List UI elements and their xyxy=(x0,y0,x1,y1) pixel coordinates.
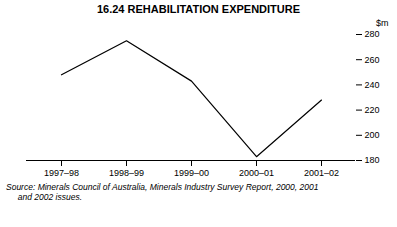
svg-text:$m: $m xyxy=(376,18,389,28)
svg-text:2000–01: 2000–01 xyxy=(239,168,274,178)
svg-text:220: 220 xyxy=(365,105,380,115)
svg-text:180: 180 xyxy=(365,155,380,165)
svg-text:200: 200 xyxy=(365,130,380,140)
html-text:16.24 REHABILITATION EXPENDITU: 16.24 REHABILITATION EXPENDITURE xyxy=(96,3,301,15)
svg-text:1999–00: 1999–00 xyxy=(174,168,209,178)
svg-text:260: 260 xyxy=(365,55,380,65)
svg-text:1997–98: 1997–98 xyxy=(44,168,79,178)
svg-text:240: 240 xyxy=(365,80,380,90)
html-text:Source: Minerals Council of Au: Source: Minerals Council of Australia, M… xyxy=(6,182,319,202)
svg-text:2001–02: 2001–02 xyxy=(304,168,339,178)
svg-text:280: 280 xyxy=(365,29,380,39)
svg-text:1998–99: 1998–99 xyxy=(109,168,144,178)
